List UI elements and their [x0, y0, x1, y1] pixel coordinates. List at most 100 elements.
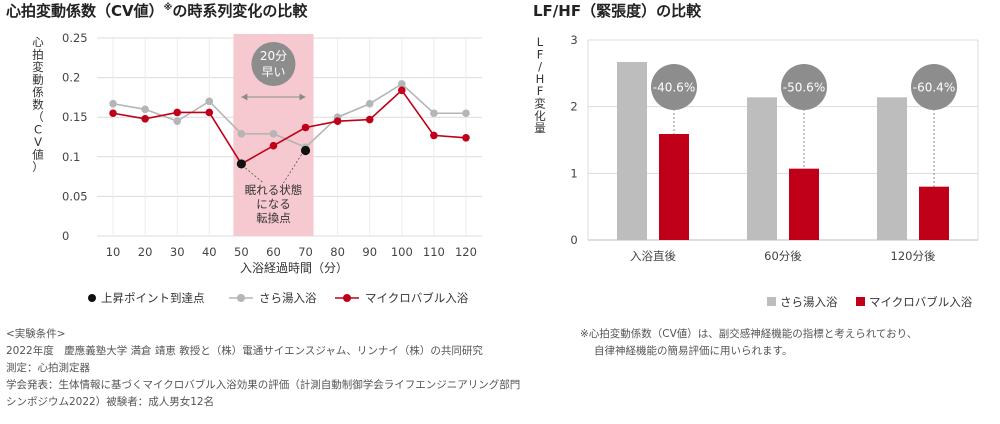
- ylabel-char: 化: [534, 109, 546, 123]
- note-line: 測定：心拍測定器: [6, 362, 90, 374]
- line-chart-title: 心拍変動係数（CV値）※の時系列変化の比較: [6, 2, 308, 20]
- ylabel-char: 心: [32, 35, 44, 49]
- y-tick-label: 3: [570, 33, 577, 47]
- ylabel-char: C: [34, 123, 42, 137]
- legend-label: マイクロバブル入浴: [869, 295, 973, 309]
- x-tick-label: 120: [455, 245, 477, 259]
- line-chart-y-ticks: 0 0.05 0.1 0.15 0.2 0.25: [62, 31, 88, 243]
- x-tick-label: 100: [391, 245, 413, 259]
- data-point: [430, 131, 438, 140]
- series-line: [112, 89, 467, 166]
- data-point: [365, 99, 374, 108]
- y-tick-label: 1: [570, 166, 577, 180]
- note-line: ※心拍変動係数（CV値）は、副交感神経機能の指標と考えられており、: [580, 328, 918, 340]
- ylabel-char: 量: [534, 121, 546, 135]
- faster-bubble-line1: 20分: [260, 49, 287, 63]
- note-line: 自律神経機能の簡易評価に用いられます。: [594, 345, 793, 357]
- bar: [747, 97, 777, 240]
- cv-line-chart: 心拍変動係数（CV値）※の時系列変化の比較 心拍変動係数（CV値） 20分早い眠…: [6, 2, 482, 305]
- x-tick-label: 120分後: [891, 249, 936, 263]
- series-line: [112, 82, 466, 149]
- x-tick-label: 50: [234, 245, 249, 259]
- ylabel-char: 動: [32, 73, 44, 87]
- legend-marker: [343, 294, 351, 302]
- x-tick-label: 10: [106, 245, 121, 259]
- data-point: [237, 130, 246, 138]
- arrow-head-left: [241, 93, 248, 101]
- x-tick-label: 入浴直後: [630, 249, 676, 263]
- change-bubble: [651, 64, 697, 110]
- data-point: [269, 130, 278, 138]
- y-tick-label: 0.1: [62, 150, 80, 164]
- legend-label: さら湯入浴: [259, 291, 317, 305]
- y-tick-label: 0.2: [62, 71, 80, 85]
- rise-point: [236, 159, 246, 169]
- line-chart-legend: 上昇ポイント到達点 さら湯入浴 マイクロバブル入浴: [88, 291, 469, 305]
- legend-label: マイクロバブル入浴: [365, 291, 469, 305]
- legend-swatch: [767, 297, 776, 306]
- y-tick-label: 0.05: [62, 189, 88, 203]
- data-point: [173, 108, 182, 117]
- legend-marker: [88, 294, 96, 302]
- legend-label: 上昇ポイント到達点: [101, 291, 205, 305]
- data-point: [397, 80, 406, 88]
- data-point: [397, 86, 406, 95]
- data-point: [141, 114, 149, 123]
- cv-footnote: ※心拍変動係数（CV値）は、副交感神経機能の指標と考えられており、 自律神経機能…: [580, 326, 917, 360]
- x-tick-label: 90: [362, 245, 377, 259]
- x-tick-label: 40: [202, 245, 217, 259]
- rise-point: [300, 145, 311, 156]
- x-tick-label: 60: [266, 245, 281, 259]
- data-point: [141, 105, 149, 114]
- legend-label: さら湯入浴: [780, 295, 838, 309]
- annotation-leader: [283, 154, 302, 184]
- note-line: 2022年度 慶應義塾大学 満倉 靖恵 教授と（株）電通サイエンスジャム、リンナ…: [6, 345, 483, 357]
- bar-chart-y-ticks: 0 1 2 3: [570, 33, 577, 247]
- line-chart-series: [109, 80, 470, 168]
- note-line: シンポジウム2022）被験者：成人男女12名: [6, 396, 215, 408]
- line-chart-rise-points: [236, 145, 311, 169]
- line-chart-x-ticks: 10 20 30 40 50 60 70 80 90 100 110 120: [106, 245, 477, 259]
- change-label: -50.6%: [783, 81, 825, 95]
- ylabel-char: 変: [32, 60, 44, 74]
- y-tick-label: 0: [570, 233, 577, 247]
- change-label: -60.4%: [913, 81, 955, 95]
- bar-chart-x-ticks: 入浴直後 60分後 120分後: [630, 249, 936, 263]
- legend-marker: [237, 294, 245, 302]
- data-point: [205, 108, 214, 117]
- data-point: [333, 117, 342, 125]
- charts-canvas: 心拍変動係数（CV値）※の時系列変化の比較 心拍変動係数（CV値） 20分早い眠…: [6, 2, 979, 309]
- ylabel-char: 拍: [32, 48, 44, 62]
- ylabel-char: 値: [32, 148, 44, 162]
- ylabel-char: F: [537, 47, 544, 61]
- bar: [659, 134, 689, 240]
- bar-chart-change-labels: -40.6% -50.6% -60.4%: [651, 64, 957, 187]
- ylabel-char: F: [537, 84, 544, 98]
- y-tick-label: 0: [62, 229, 69, 243]
- bar: [789, 168, 819, 240]
- data-point: [462, 133, 470, 142]
- ylabel-char: 係: [32, 85, 44, 99]
- data-point: [109, 109, 117, 118]
- arrow-head-right: [299, 93, 306, 101]
- annotation-text: 転換点: [256, 211, 291, 225]
- legend-swatch: [856, 297, 865, 306]
- faster-bubble: [251, 42, 296, 86]
- experiment-notes: <実験条件> 2022年度 慶應義塾大学 満倉 靖恵 教授と（株）電通サイエンス…: [6, 326, 520, 411]
- data-point: [269, 141, 278, 150]
- ylabel-char: 数: [32, 98, 44, 112]
- bar-chart-legend: さら湯入浴 マイクロバブル入浴: [767, 295, 973, 309]
- y-tick-label: 0.15: [62, 110, 88, 124]
- data-point: [109, 99, 117, 108]
- x-tick-label: 30: [170, 245, 185, 259]
- x-tick-label: 70: [298, 245, 313, 259]
- ylabel-char: V: [34, 135, 42, 149]
- ylabel-char: L: [537, 35, 544, 49]
- x-tick-label: 20: [138, 245, 153, 259]
- bar-chart-bars: [617, 62, 949, 240]
- faster-bubble-line2: 早い: [261, 65, 285, 79]
- change-bubble: [781, 64, 827, 110]
- data-point: [462, 109, 470, 118]
